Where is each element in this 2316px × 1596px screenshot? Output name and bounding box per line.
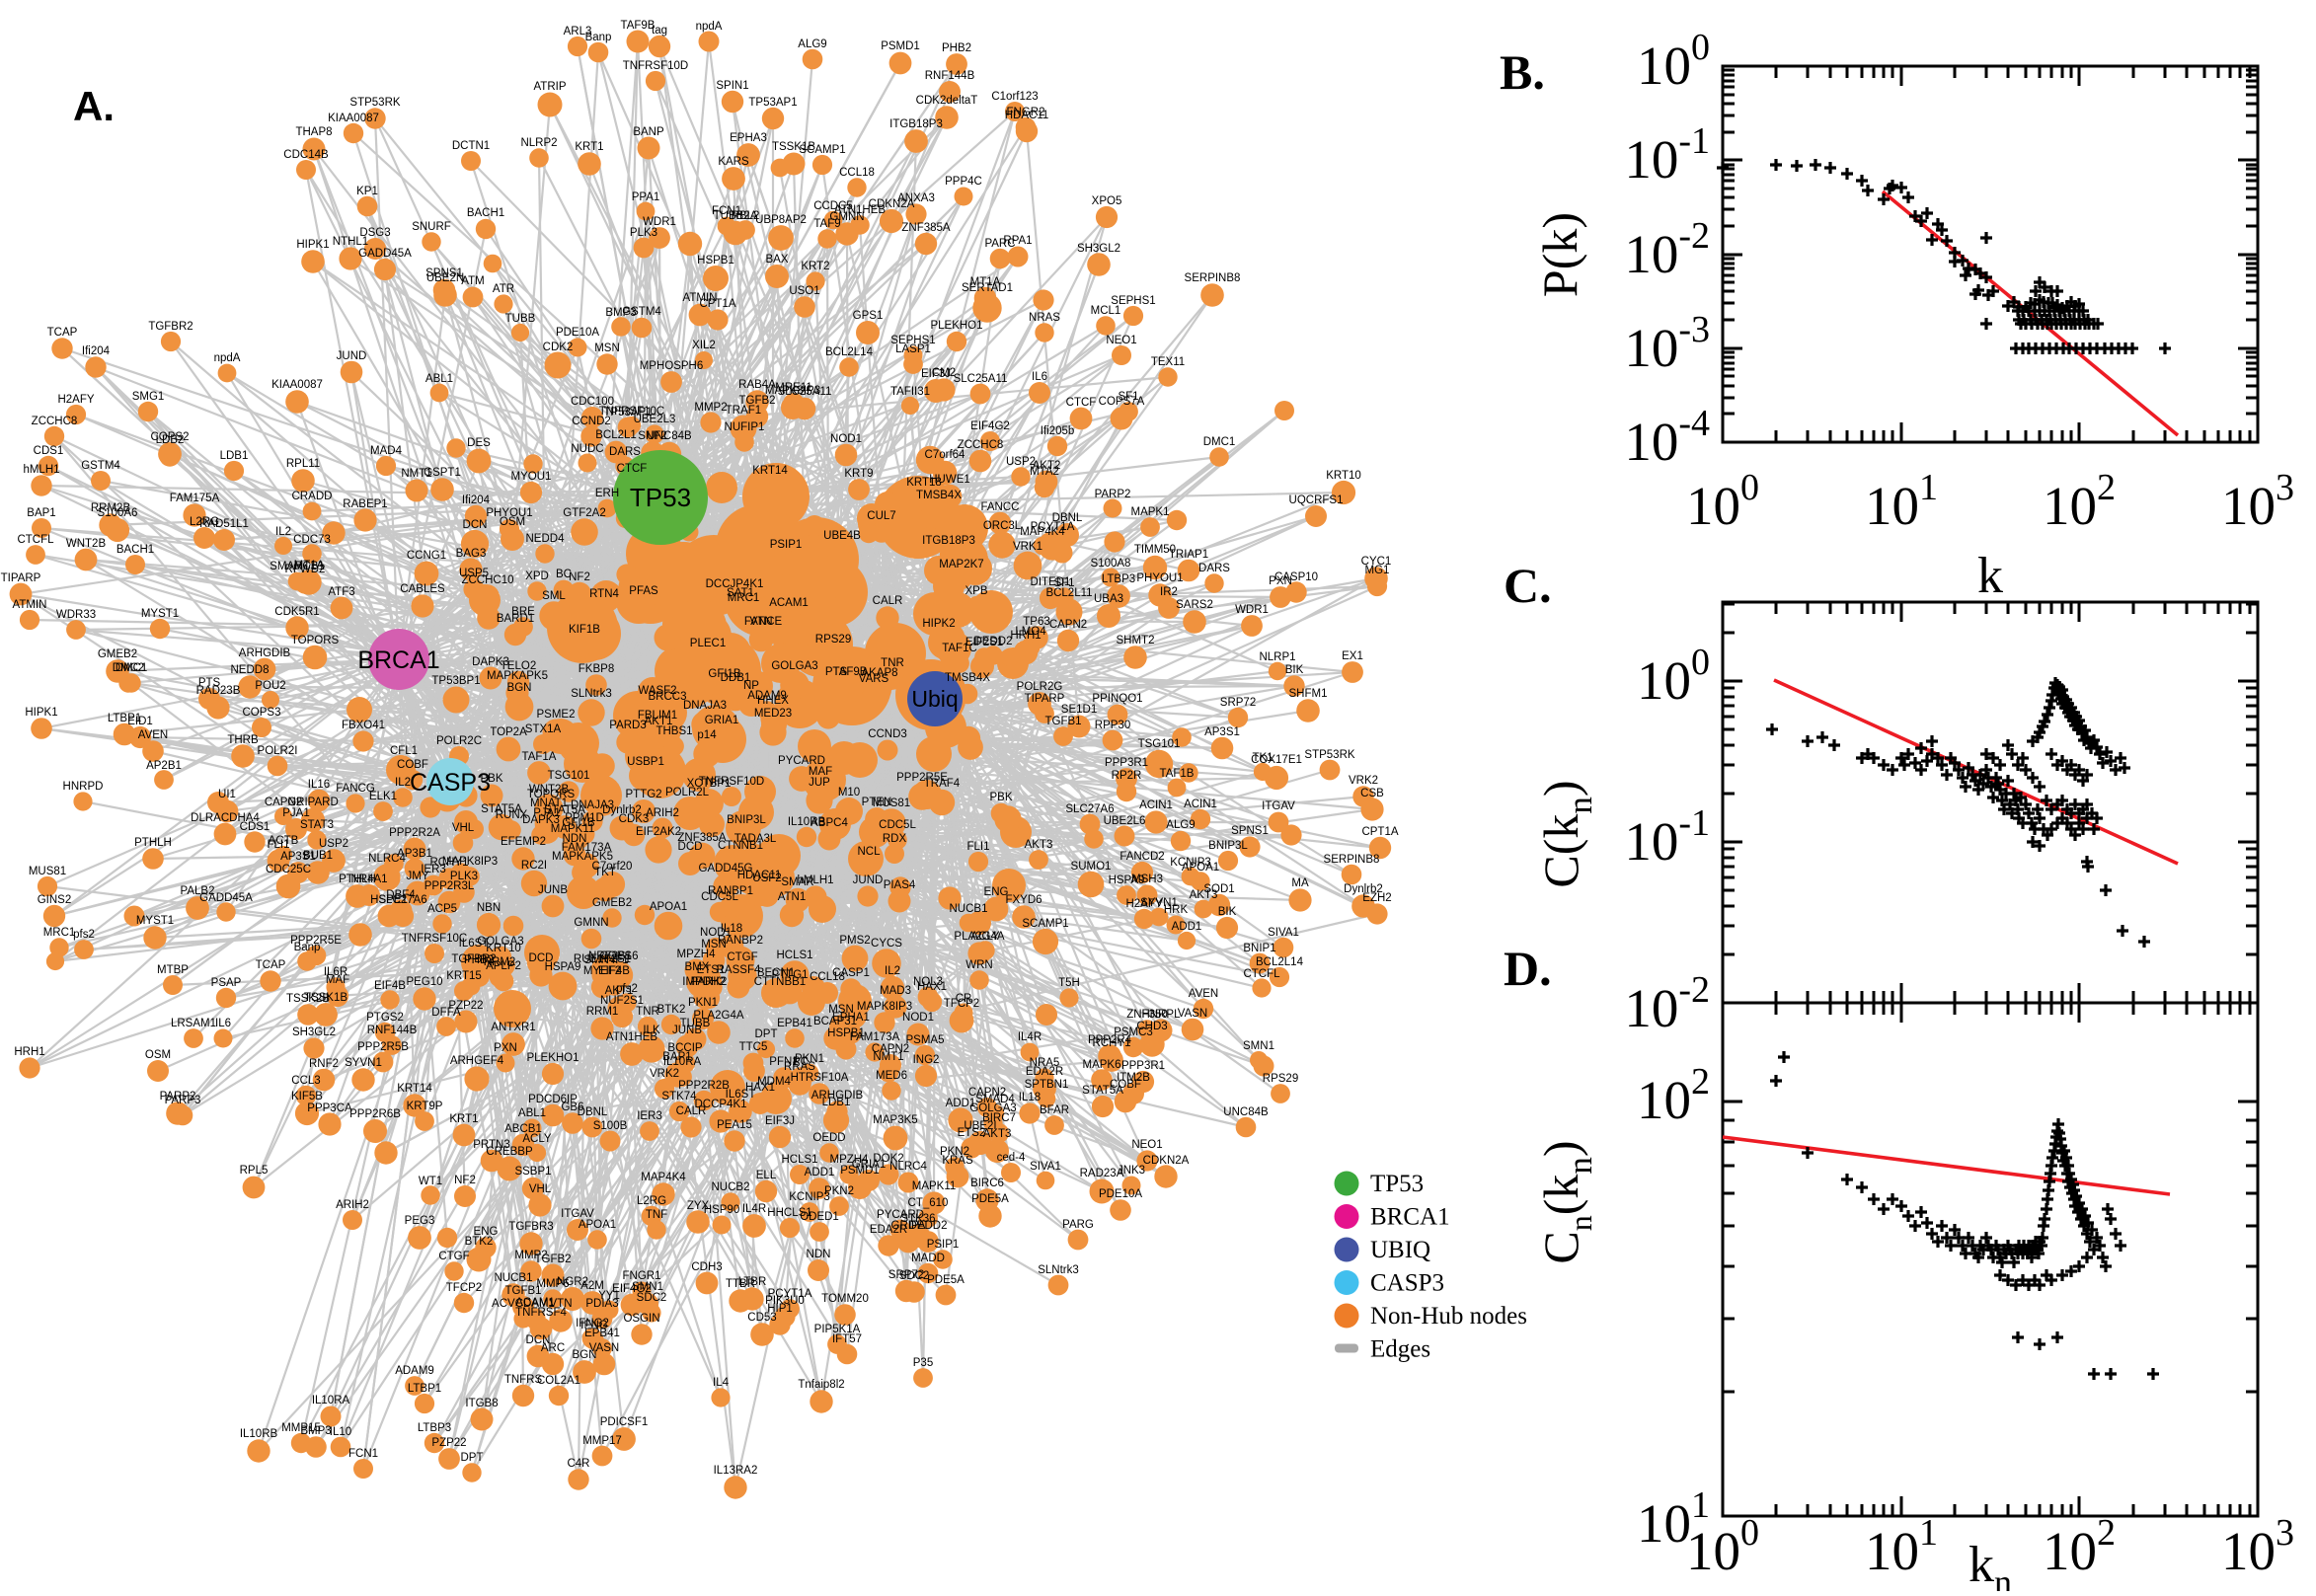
svg-text:ITGB18P3: ITGB18P3	[889, 118, 943, 130]
svg-text:RNF144B: RNF144B	[925, 70, 975, 82]
svg-text:ZNF385A: ZNF385A	[901, 222, 951, 234]
svg-text:ALG9: ALG9	[798, 38, 826, 50]
svg-text:Banp: Banp	[585, 32, 612, 43]
svg-text:C1orf123: C1orf123	[991, 91, 1038, 103]
svg-text:CCL18: CCL18	[839, 167, 875, 179]
svg-text:TP53AP1: TP53AP1	[748, 97, 797, 109]
svg-text:npdA: npdA	[696, 21, 723, 33]
svg-text:tag: tag	[652, 25, 667, 37]
svg-text:EPHA3: EPHA3	[730, 132, 767, 144]
svg-text:TAF9B: TAF9B	[621, 20, 656, 32]
